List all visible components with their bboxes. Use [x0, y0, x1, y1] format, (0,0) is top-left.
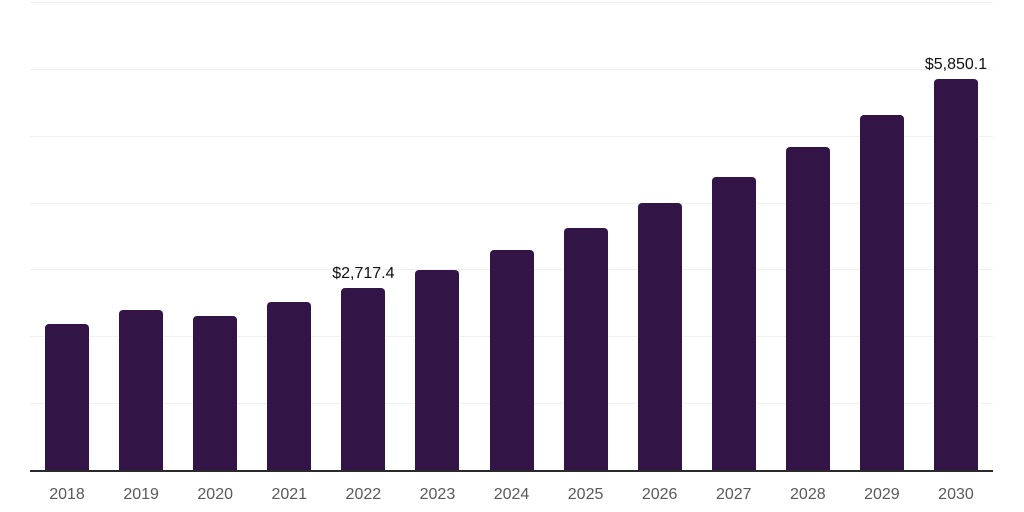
x-tick-2027: 2027 — [715, 486, 752, 503]
bar-2030[interactable] — [933, 78, 978, 470]
bar-slot-2020 — [178, 2, 252, 470]
x-tick-2018: 2018 — [49, 486, 85, 503]
x-axis: 2018 2019 2020 2021 2022 2023 2024 2025 2026 2027… — [30, 486, 993, 503]
gridline — [30, 69, 993, 70]
bar-2028[interactable] — [785, 147, 830, 470]
bar-2027[interactable] — [711, 176, 756, 470]
bar-slot-2018 — [30, 2, 104, 470]
x-tick-2026: 2026 — [641, 486, 678, 503]
bar-slot-2021 — [252, 2, 326, 470]
x-tick-2021: 2021 — [271, 486, 308, 503]
bar-2022[interactable] — [341, 288, 386, 470]
x-tick-2028: 2028 — [790, 486, 826, 503]
bar-2021[interactable] — [267, 302, 312, 470]
gridline — [30, 2, 993, 3]
x-tick-2023: 2023 — [419, 486, 456, 503]
data-label-2030: $5,850.1 — [924, 55, 988, 73]
bar-2024[interactable] — [489, 249, 534, 470]
x-tick-2019: 2019 — [123, 486, 159, 503]
bar-slot-2024 — [474, 2, 548, 470]
bar-slot-2025 — [549, 2, 623, 470]
data-label-2022: $2,717.4 — [332, 265, 395, 283]
bar-slot-2019 — [104, 2, 178, 470]
bars-container: $2,717.4 $5,850.1 — [30, 2, 993, 470]
bar-2025[interactable] — [563, 227, 608, 470]
bar-slot-2029 — [845, 2, 919, 470]
x-tick-2024: 2024 — [493, 486, 530, 503]
bar-slot-2028 — [771, 2, 845, 470]
bar-slot-2022: $2,717.4 — [326, 2, 400, 470]
gridline — [30, 203, 993, 204]
bar-slot-2027 — [697, 2, 771, 470]
x-tick-2022: 2022 — [345, 486, 382, 503]
bar-2019[interactable] — [119, 310, 164, 470]
x-tick-2030: 2030 — [938, 486, 974, 503]
bar-slot-2026 — [623, 2, 697, 470]
x-tick-2029: 2029 — [864, 486, 900, 503]
x-tick-2020: 2020 — [197, 486, 233, 503]
gridline — [30, 136, 993, 137]
x-tick-2025: 2025 — [567, 486, 604, 503]
bar-2026[interactable] — [637, 203, 682, 470]
bar-2023[interactable] — [415, 270, 460, 470]
bar-2020[interactable] — [193, 316, 238, 470]
x-axis-line — [30, 470, 993, 472]
bar-2018[interactable] — [45, 324, 90, 470]
bar-slot-2023 — [400, 2, 474, 470]
bar-slot-2030: $5,850.1 — [919, 2, 993, 470]
plot-area: $2,717.4 $5,850.1 — [30, 2, 993, 470]
bar-2029[interactable] — [859, 114, 904, 470]
